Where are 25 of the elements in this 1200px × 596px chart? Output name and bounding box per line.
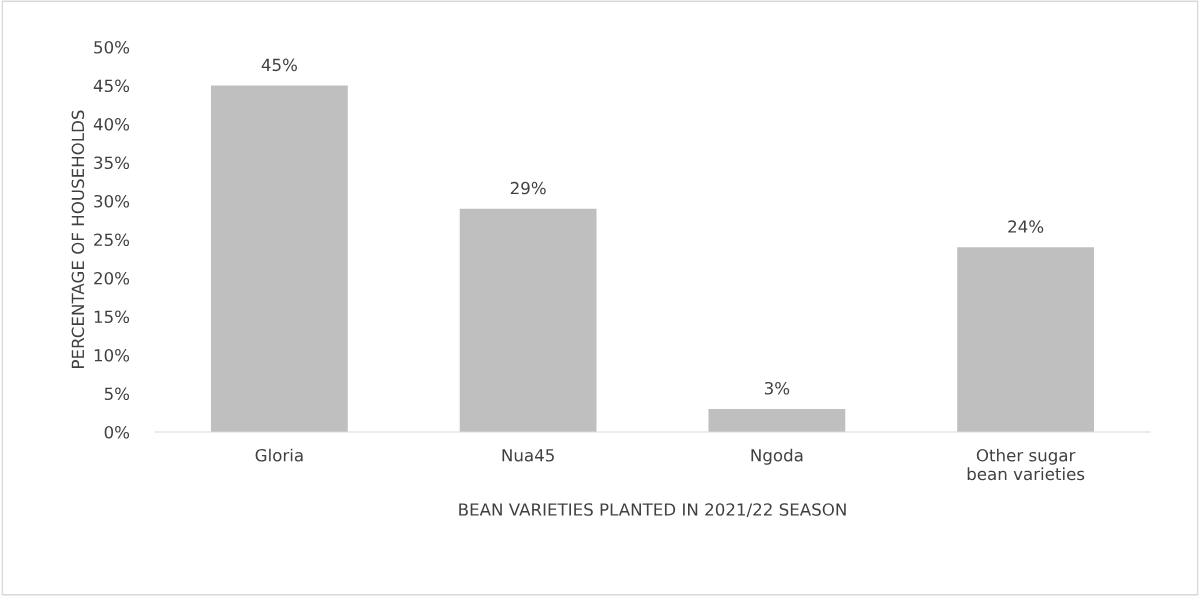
data-label: 24% xyxy=(1008,220,1044,233)
data-label: 3% xyxy=(764,381,790,395)
y-tick-label: 50% xyxy=(94,40,130,54)
bar xyxy=(459,208,597,432)
x-axis-title: BEAN VARIETIES PLANTED IN 2021/22 SEASON xyxy=(459,503,846,518)
y-tick-label: 5% xyxy=(104,387,130,401)
x-tick-label: Ngoda xyxy=(751,448,803,465)
y-tick-label: 20% xyxy=(94,271,130,285)
x-tick-label: Nua45 xyxy=(502,449,554,462)
y-tick-label: 0% xyxy=(104,425,130,439)
data-label: 45% xyxy=(261,58,297,72)
y-tick-label: 35% xyxy=(94,156,130,170)
x-tick-label: Gloria xyxy=(255,448,303,462)
y-tick-label: 30% xyxy=(94,194,130,208)
y-tick-label: 10% xyxy=(94,348,130,362)
bar xyxy=(957,247,1095,432)
y-tick-label: 15% xyxy=(94,310,130,324)
data-label: 29% xyxy=(510,181,546,195)
y-axis-title: PERCENTAGE OF HOUSEHOLDS xyxy=(71,110,85,368)
bar xyxy=(210,85,348,432)
bar xyxy=(708,408,846,432)
y-tick-label: 40% xyxy=(93,117,130,131)
y-tick-label: 45% xyxy=(93,79,130,93)
y-tick-label: 25% xyxy=(94,233,130,247)
x-tick-label: Other sugar bean varieties xyxy=(967,448,1085,481)
